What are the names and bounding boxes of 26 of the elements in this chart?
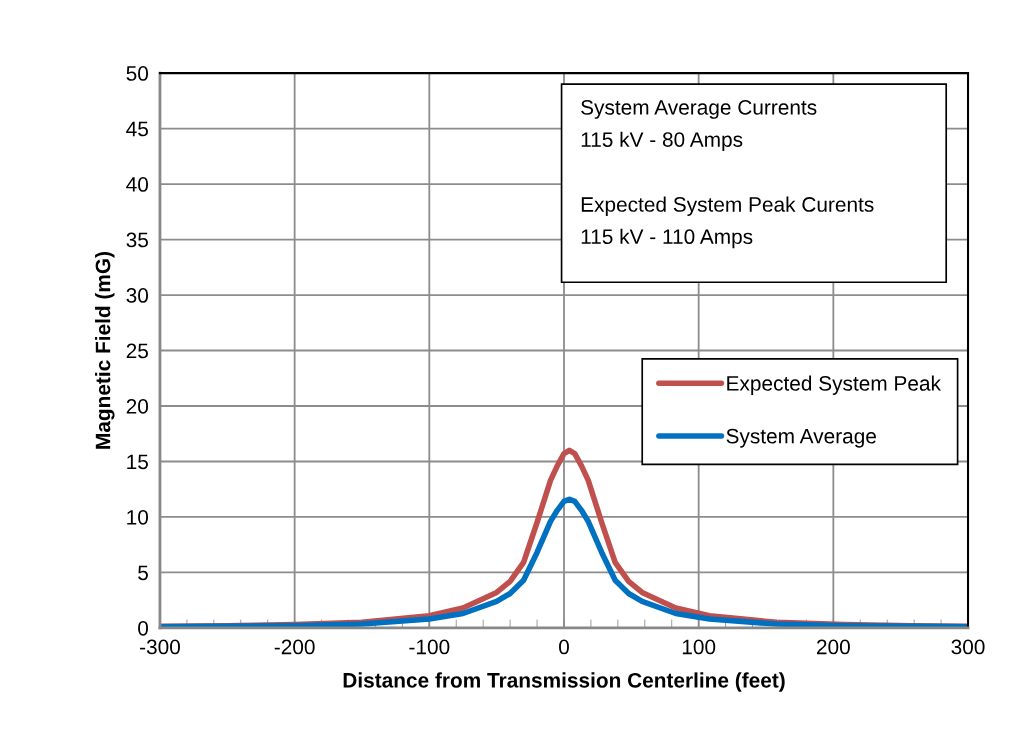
y-tick-label: 15 [127,454,148,470]
y-axis-title: Magnetic Field (mG) [95,252,115,449]
annotation: Expected System Peak Curents [581,196,874,216]
y-tick-label: 0 [138,620,149,636]
annotation: 115 kV - 110 Amps [581,228,753,249]
x-tick-label: -300 [140,639,180,655]
y-tick-label: 50 [126,66,149,81]
x-tick-label: 300 [951,639,985,655]
y-tick-label: 35 [126,232,148,248]
y-tick-label: 5 [138,565,148,581]
y-tick-label: 45 [126,121,148,137]
y-tick-label: 25 [126,343,148,359]
x-tick-label: -200 [274,639,315,655]
annotation: System Average Currents [581,100,817,119]
y-tick-label: 20 [126,399,149,414]
legend-label: Expected System Peak [727,375,941,395]
y-tick-label: 10 [127,509,149,525]
x-tick-label: 200 [817,639,850,655]
x-tick-label: 0 [559,639,569,655]
legend-label: System Average [726,428,876,448]
x-tick-label: 100 [682,639,716,655]
annotation: 115 kV - 80 Amps [581,131,743,152]
x-axis-title: Distance from Transmission Centerline (feet) [343,672,785,692]
y-tick-label: 40 [126,177,149,192]
x-tick-label: -100 [409,639,450,655]
y-tick-label: 30 [126,288,149,303]
